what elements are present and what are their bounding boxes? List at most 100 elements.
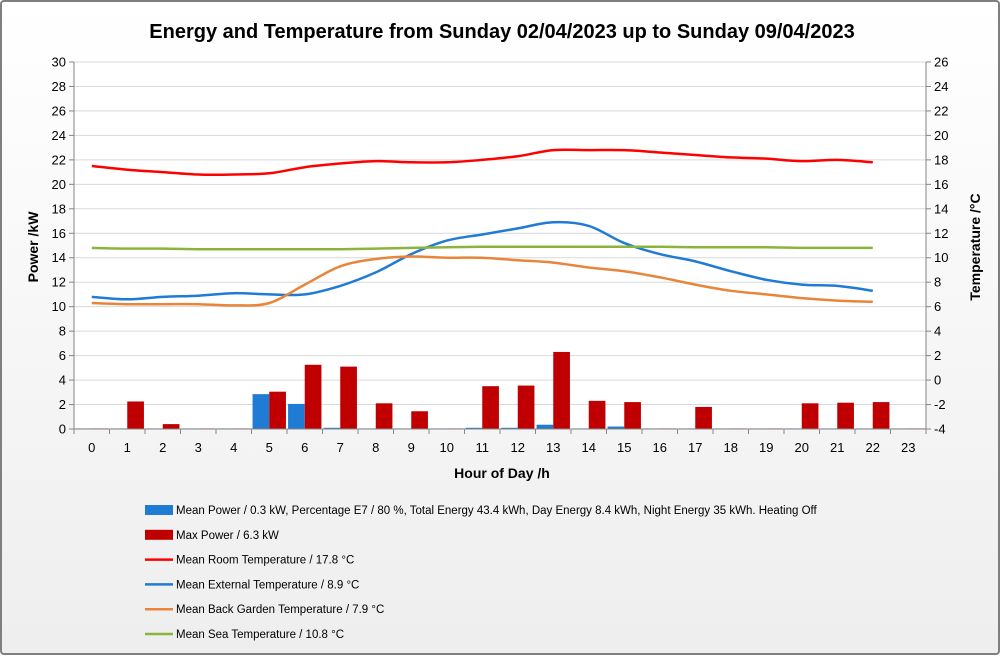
y-right-tick-label-8: 8 (934, 275, 941, 290)
x-tick-label-7: 7 (337, 440, 344, 455)
legend-label-1: Max Power / 6.3 kW (176, 530, 279, 542)
y-left-tick-label-6: 6 (59, 348, 66, 363)
line-marks (91, 148, 873, 307)
y-left-tick-label-12: 12 (52, 275, 66, 290)
bar-s1-h15 (624, 402, 641, 429)
y-left-tick-label-18: 18 (52, 201, 66, 216)
y-left-tick-label-16: 16 (52, 226, 66, 241)
x-tick-label-21: 21 (830, 440, 844, 455)
y-right-tick-label-22: 22 (934, 103, 948, 118)
y-right-tick-label-6: 6 (934, 299, 941, 314)
y-left-tick-label-4: 4 (59, 373, 66, 388)
y-right-tick-label-16: 16 (934, 177, 948, 192)
x-tick-label-4: 4 (230, 440, 237, 455)
bar-s1-h5 (269, 391, 286, 429)
bar-s0-h5 (252, 394, 270, 429)
x-tick-label-3: 3 (195, 440, 202, 455)
bar-s1-h7 (340, 366, 357, 429)
x-tick-label-12: 12 (511, 440, 525, 455)
x-tick-label-19: 19 (759, 440, 773, 455)
x-tick-label-23: 23 (901, 440, 915, 455)
y-right-tick-label-18: 18 (934, 152, 948, 167)
x-tick-label-16: 16 (653, 440, 667, 455)
line-series-2 (91, 255, 873, 307)
bar-s1-h20 (801, 403, 819, 429)
y-right-tick-label-20: 20 (934, 128, 948, 143)
legend: Mean Power / 0.3 kW, Percentage E7 / 80 … (145, 505, 817, 641)
y-left-tick-label-26: 26 (52, 103, 66, 118)
y-left-tick-label-8: 8 (59, 324, 66, 339)
x-tick-label-11: 11 (476, 440, 490, 455)
x-tick-label-20: 20 (795, 440, 809, 455)
x-tick-label-8: 8 (372, 440, 379, 455)
x-tick-label-13: 13 (546, 440, 560, 455)
y-left-tick-label-30: 30 (52, 55, 66, 70)
y-left-tick-label-20: 20 (52, 177, 66, 192)
bar-s0-h15 (607, 426, 625, 429)
y-right-tick-label-10: 10 (934, 250, 948, 265)
x-tick-label-1: 1 (124, 440, 131, 455)
bar-s1-h14 (588, 400, 606, 429)
legend-swatch-0 (145, 505, 173, 515)
x-tick-label-18: 18 (724, 440, 738, 455)
line-series-3 (91, 245, 873, 251)
bar-s1-h6 (304, 364, 322, 429)
x-tick-label-10: 10 (440, 440, 454, 455)
axes: 024681012141618202224262830-4-2024681012… (52, 55, 949, 456)
y-left-tick-label-28: 28 (52, 79, 66, 94)
bar-s0-h11 (465, 427, 483, 429)
x-tick-label-17: 17 (688, 440, 702, 455)
legend-label-2: Mean Room Temperature / 17.8 °C (176, 555, 354, 567)
y-axis-left-title: Power /kW (25, 211, 41, 283)
bar-s0-h13 (536, 424, 554, 429)
bar-s1-h17 (695, 406, 712, 429)
y-right-tick-label-4: 4 (934, 324, 941, 339)
x-tick-label-5: 5 (266, 440, 273, 455)
bar-s1-h9 (411, 411, 428, 429)
bar-s1-h8 (375, 403, 393, 429)
y-left-tick-label-2: 2 (59, 397, 66, 412)
legend-label-5: Mean Sea Temperature / 10.8 °C (176, 629, 344, 641)
y-right-tick-label-24: 24 (934, 79, 948, 94)
y-right-tick-label--2: -2 (934, 397, 946, 412)
bar-s1-h2 (162, 424, 180, 429)
bar-s1-h22 (872, 402, 890, 429)
y-right-tick-label-12: 12 (934, 226, 948, 241)
y-right-tick-label--4: -4 (934, 422, 946, 437)
legend-swatch-1 (145, 529, 173, 540)
x-axis-title: Hour of Day /h (454, 465, 550, 481)
y-left-tick-label-0: 0 (59, 422, 66, 437)
legend-label-4: Mean Back Garden Temperature / 7.9 °C (176, 604, 384, 616)
bar-s1-h21 (837, 402, 854, 429)
x-tick-label-22: 22 (866, 440, 880, 455)
line-series-0 (91, 148, 873, 177)
line-series-1 (91, 220, 873, 301)
y-left-tick-label-22: 22 (52, 152, 66, 167)
x-tick-label-2: 2 (159, 440, 166, 455)
chart-title: Energy and Temperature from Sunday 02/04… (149, 21, 854, 43)
bar-s1-h13 (553, 351, 570, 429)
y-right-tick-label-2: 2 (934, 348, 941, 363)
x-tick-label-6: 6 (301, 440, 308, 455)
y-right-tick-label-14: 14 (934, 201, 948, 216)
bar-s0-h6 (288, 403, 305, 429)
x-tick-label-0: 0 (88, 440, 95, 455)
y-left-tick-label-10: 10 (52, 299, 66, 314)
y-axis-right-title: Temperature /°C (967, 193, 983, 300)
y-right-tick-label-0: 0 (934, 373, 941, 388)
y-left-tick-label-14: 14 (52, 250, 66, 265)
bar-marks (75, 351, 925, 429)
bar-s1-h11 (482, 386, 499, 429)
y-right-tick-label-26: 26 (934, 55, 948, 70)
legend-label-0: Mean Power / 0.3 kW, Percentage E7 / 80 … (176, 505, 817, 517)
x-tick-label-9: 9 (408, 440, 415, 455)
bar-s0-h7 (323, 427, 341, 429)
x-tick-label-14: 14 (582, 440, 596, 455)
legend-label-3: Mean External Temperature / 8.9 °C (176, 579, 359, 591)
x-tick-label-15: 15 (617, 440, 631, 455)
bar-s1-h12 (517, 385, 535, 429)
bar-s1-h1 (127, 401, 144, 429)
bar-s0-h12 (501, 427, 518, 429)
